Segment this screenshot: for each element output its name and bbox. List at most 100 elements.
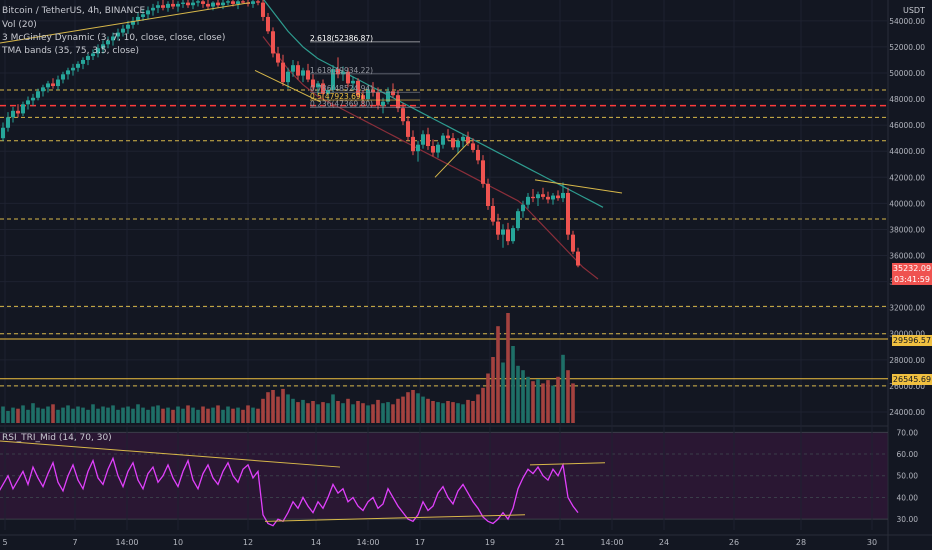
- time-tick-label: 14: [311, 538, 321, 547]
- volume-bar: [271, 390, 275, 423]
- price-tick-label: 48000.00: [889, 95, 925, 104]
- volume-bar: [176, 406, 180, 423]
- volume-bar: [486, 373, 490, 423]
- volume-bar: [526, 376, 530, 423]
- candle-body: [341, 71, 345, 75]
- volume-bar: [381, 403, 385, 423]
- price-tick-label: 50000.00: [889, 69, 925, 78]
- candle-body: [131, 20, 135, 25]
- candle-body: [26, 100, 30, 105]
- volume-bar: [551, 385, 555, 423]
- volume-bar: [186, 405, 190, 423]
- volume-bar: [61, 407, 65, 423]
- volume-bar: [371, 404, 375, 423]
- candle-body: [506, 229, 510, 242]
- candle-body: [461, 136, 465, 141]
- volume-bar: [291, 398, 295, 423]
- volume-bar: [261, 398, 265, 423]
- candle-body: [491, 205, 495, 222]
- candle-body: [261, 2, 265, 17]
- candle-body: [566, 192, 570, 235]
- volume-bar: [411, 390, 415, 423]
- candle-body: [466, 136, 470, 144]
- trend-line: [534, 179, 623, 194]
- time-tick-label: 26: [729, 538, 739, 547]
- mcginley-legend: 3 McGinley Dynamic (3, 7, 10, close, clo…: [2, 33, 226, 43]
- volume-bar: [366, 405, 370, 423]
- candle-body: [111, 36, 115, 41]
- candle-body: [296, 65, 300, 76]
- volume-bar: [136, 404, 140, 423]
- rsi-tick-label: 60.00: [897, 450, 919, 459]
- time-tick-label: 14:00: [356, 538, 379, 547]
- volume-bar: [306, 403, 310, 423]
- price-unit: USDT: [903, 6, 925, 15]
- price-tick-label: 40000.00: [889, 199, 925, 208]
- volume-bar: [81, 407, 85, 423]
- volume-bar: [211, 407, 215, 423]
- price-tick-label: 28000.00: [889, 356, 925, 365]
- volume-bar: [421, 396, 425, 423]
- candle-body: [91, 53, 95, 57]
- candle-body: [36, 91, 40, 98]
- candle-body: [231, 1, 235, 4]
- volume-bar: [236, 407, 240, 423]
- time-tick-label: 30: [867, 538, 877, 547]
- candle-body: [181, 2, 185, 4]
- candle-body: [216, 2, 220, 6]
- volume-bar: [181, 408, 185, 423]
- volume-bar: [121, 407, 125, 423]
- time-tick-label: 21: [555, 538, 565, 547]
- candle-body: [281, 62, 285, 83]
- price-tick-label: 26000.00: [889, 382, 925, 391]
- candle-body: [201, 1, 205, 4]
- candle-body: [546, 196, 550, 200]
- volume-bar: [91, 404, 95, 423]
- volume-bar: [416, 393, 420, 423]
- candle-body: [426, 134, 430, 147]
- candle-body: [301, 70, 305, 76]
- volume-bar: [151, 406, 155, 423]
- tma-upper-band: [263, 0, 604, 208]
- volume-bar: [96, 408, 100, 423]
- fib-level-label: 0.786(48524.94): [310, 84, 373, 93]
- volume-bar: [201, 406, 205, 423]
- volume-bar: [536, 379, 540, 423]
- candle-body: [386, 91, 390, 102]
- volume-bar: [336, 401, 340, 423]
- candle-body: [101, 44, 105, 49]
- volume-bar: [31, 403, 35, 423]
- volume-bar: [436, 402, 440, 423]
- price-tick-label: 38000.00: [889, 225, 925, 234]
- volume-bar: [496, 326, 500, 423]
- volume-bar: [456, 403, 460, 423]
- candle-body: [306, 70, 310, 80]
- candle-body: [321, 83, 325, 94]
- time-tick-label: 17: [415, 538, 425, 547]
- candle-body: [211, 2, 215, 7]
- candle-body: [46, 83, 50, 88]
- candle-body: [251, 1, 255, 4]
- volume-bar: [461, 404, 465, 423]
- volume-bar: [331, 394, 335, 423]
- volume-bar: [511, 346, 515, 423]
- candle-body: [561, 192, 565, 199]
- price-tick-label: 24000.00: [889, 408, 925, 417]
- candle-body: [501, 229, 505, 235]
- candle-body: [196, 1, 200, 3]
- volume-bar: [246, 405, 250, 423]
- volume-bar: [311, 401, 315, 423]
- volume-bar: [301, 399, 305, 423]
- candle-body: [186, 2, 190, 6]
- candle-body: [106, 40, 110, 45]
- candle-body: [21, 104, 25, 114]
- volume-bar: [41, 408, 45, 423]
- price-tick-label: 30000.00: [889, 330, 925, 339]
- price-tick-label: 42000.00: [889, 173, 925, 182]
- candle-body: [316, 83, 320, 88]
- volume-bar: [86, 409, 90, 423]
- fib-level-label: 0.236(47369.80): [310, 99, 373, 108]
- candle-body: [511, 228, 515, 242]
- candle-body: [416, 144, 420, 152]
